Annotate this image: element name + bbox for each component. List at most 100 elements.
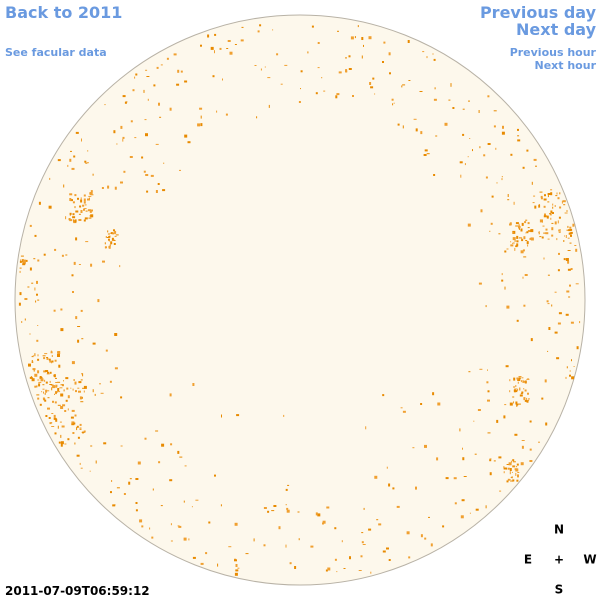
facula (108, 235, 111, 238)
facula (116, 143, 118, 145)
facula (22, 263, 26, 266)
facula (90, 263, 93, 267)
facula (86, 162, 89, 164)
next-day-link[interactable]: Next day (516, 20, 597, 39)
facula (412, 447, 415, 449)
facula (64, 410, 67, 412)
facula (104, 104, 106, 106)
facula (468, 371, 471, 373)
facula (504, 404, 507, 406)
facula (501, 176, 503, 178)
facula (551, 222, 554, 224)
facula (49, 422, 52, 425)
facula (400, 407, 403, 409)
facula (527, 392, 529, 395)
facula (514, 247, 516, 251)
facula (123, 493, 126, 495)
facula (37, 354, 39, 357)
facula (415, 128, 418, 132)
previous-hour-link[interactable]: Previous hour (510, 46, 597, 59)
facula (307, 51, 309, 54)
facula (101, 187, 104, 189)
facula (183, 537, 187, 541)
facula (352, 95, 354, 97)
facula (461, 499, 465, 502)
facula (79, 205, 82, 208)
facula (554, 331, 558, 334)
facula (325, 569, 328, 572)
facula (76, 427, 78, 431)
facula (72, 388, 74, 391)
facula (513, 386, 516, 388)
facula (459, 428, 461, 432)
facula (134, 137, 137, 139)
facula (82, 204, 85, 207)
facula (521, 377, 524, 379)
facula (76, 454, 80, 457)
facula (557, 197, 560, 200)
facula (506, 467, 508, 470)
facula (50, 351, 53, 354)
facular-data-link[interactable]: See facular data (5, 46, 107, 59)
facula (73, 422, 76, 425)
facula (104, 242, 106, 245)
facula (109, 380, 112, 383)
facula (263, 544, 266, 547)
facula (34, 373, 38, 377)
facula (43, 391, 44, 394)
facula (435, 135, 438, 137)
facula (234, 572, 238, 576)
facula (105, 349, 108, 352)
facula (386, 547, 389, 550)
facula (141, 156, 144, 159)
facula (538, 232, 540, 233)
facula (501, 131, 505, 135)
facula (70, 387, 72, 389)
facula (428, 516, 430, 518)
facula (513, 377, 516, 381)
facula (285, 488, 288, 491)
facula (46, 373, 50, 375)
facula (510, 153, 513, 156)
facula (495, 147, 497, 150)
facula (350, 36, 354, 40)
facula (237, 567, 240, 569)
facula (49, 371, 52, 374)
facula (453, 477, 457, 480)
facula (520, 228, 523, 232)
facula (83, 430, 86, 433)
back-link[interactable]: Back to 2011 (5, 3, 122, 22)
facula (510, 480, 513, 482)
facula (565, 235, 567, 238)
facula (479, 146, 481, 149)
facula (534, 205, 537, 209)
facula (120, 181, 123, 184)
facula (487, 95, 490, 98)
facula (235, 564, 238, 567)
facula (37, 358, 40, 361)
facula (19, 260, 22, 263)
facula (38, 201, 41, 205)
facula (392, 487, 395, 490)
facula (177, 450, 180, 454)
facula (158, 102, 160, 106)
facula (568, 296, 571, 298)
facula (144, 437, 147, 440)
facula (212, 75, 215, 78)
facula (114, 367, 118, 370)
facula (156, 66, 159, 69)
facula (46, 390, 50, 392)
facula (526, 400, 529, 403)
facula (48, 205, 52, 209)
facula (527, 244, 529, 247)
facula (370, 86, 374, 89)
facula (558, 216, 561, 219)
previous-day-link[interactable]: Previous day (480, 3, 597, 22)
facula (533, 195, 536, 197)
facula (34, 234, 37, 237)
facula (430, 543, 433, 547)
facula (361, 532, 364, 534)
next-hour-link[interactable]: Next hour (535, 59, 597, 72)
facula (345, 57, 347, 59)
facula (512, 230, 516, 234)
